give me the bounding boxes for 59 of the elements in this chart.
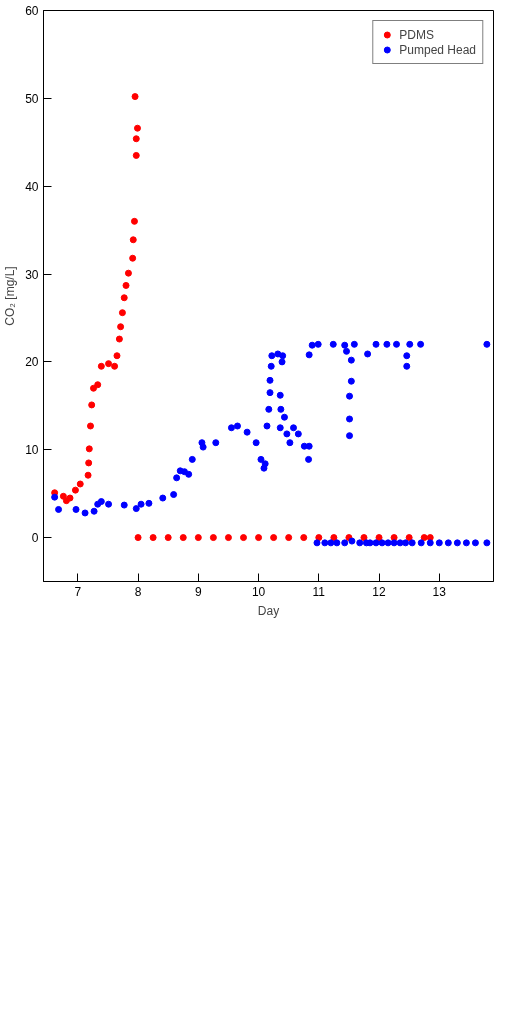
x-tick-label: 13 — [432, 584, 447, 599]
point — [122, 281, 130, 289]
y-tick-label: 0 — [31, 531, 39, 546]
point — [131, 93, 139, 101]
point — [113, 352, 121, 360]
point — [129, 254, 137, 262]
x-tick-label: 12 — [372, 584, 387, 599]
point — [124, 269, 132, 277]
point — [85, 459, 93, 467]
point — [133, 124, 141, 132]
y-tick-label: 60 — [25, 4, 39, 18]
point — [111, 362, 119, 370]
point — [71, 486, 79, 494]
point — [94, 381, 102, 389]
point — [405, 534, 413, 542]
point — [194, 534, 202, 542]
point — [179, 534, 187, 542]
point — [132, 135, 140, 143]
point — [97, 362, 105, 370]
y-tick-label: 30 — [25, 267, 39, 282]
point — [164, 534, 172, 542]
point — [59, 492, 67, 500]
point — [224, 534, 232, 542]
point — [255, 534, 263, 542]
point — [84, 471, 92, 479]
y-tick-label: 10 — [25, 443, 39, 458]
point — [285, 534, 293, 542]
x-tick-label: 10 — [251, 584, 266, 599]
point — [149, 534, 157, 542]
point — [88, 401, 96, 409]
point — [240, 534, 247, 542]
legend-label: Pumped Head — [399, 42, 476, 57]
point — [117, 323, 125, 331]
x-tick-label: 7 — [74, 584, 82, 599]
x-tick-label: 11 — [312, 584, 326, 599]
point — [76, 480, 84, 488]
point — [85, 445, 93, 453]
point — [105, 360, 113, 368]
point — [300, 534, 308, 542]
y-tick-label: 40 — [25, 179, 39, 194]
point — [134, 534, 142, 542]
point — [66, 494, 74, 502]
point — [120, 294, 128, 302]
legend-label: PDMS — [399, 27, 434, 42]
point — [420, 534, 428, 542]
point — [129, 236, 137, 244]
point — [115, 335, 123, 343]
y-tick-label: 50 — [25, 91, 39, 106]
x-axis-title: Day — [257, 603, 280, 618]
point — [118, 309, 126, 317]
x-tick-label: 8 — [134, 584, 142, 599]
point — [209, 534, 217, 542]
point — [270, 534, 278, 542]
y-axis-title: CO₂ [mg/L] — [3, 266, 18, 326]
point — [132, 151, 140, 159]
point — [86, 422, 94, 430]
y-tick-label: 20 — [25, 355, 39, 370]
x-tick-label: 9 — [194, 584, 202, 599]
point — [130, 217, 138, 225]
